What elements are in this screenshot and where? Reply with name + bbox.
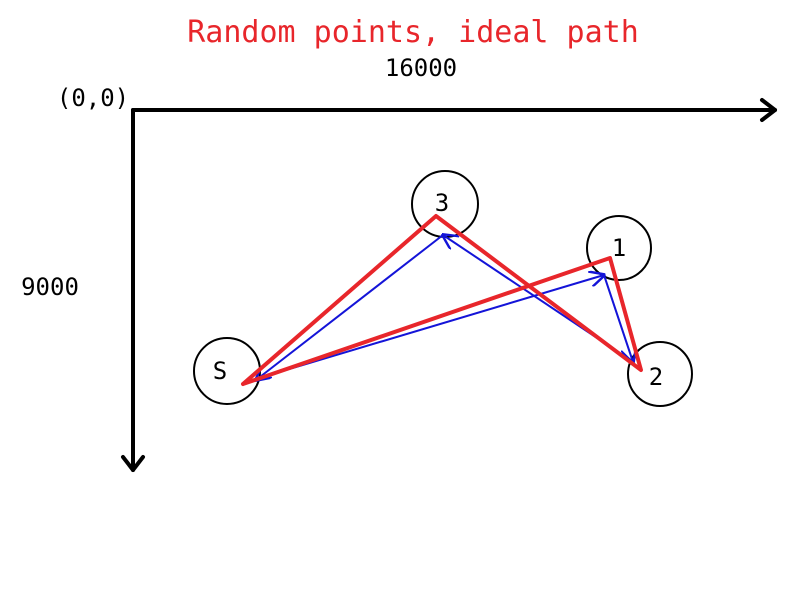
x-axis-arrowhead (760, 98, 777, 122)
node-2-label: 2 (649, 363, 663, 391)
diagram-title: Random points, ideal path (187, 15, 639, 50)
random-path (245, 234, 633, 383)
node-s-label: S (213, 357, 227, 385)
node-2-circle (627, 341, 693, 407)
x-axis (131, 98, 777, 122)
node-1-label: 1 (612, 234, 626, 262)
origin-label: (0,0) (57, 84, 129, 112)
y-axis-arrowhead (121, 455, 145, 472)
node-1-circle (586, 215, 652, 281)
y-axis (121, 108, 145, 472)
random-edge-1-to-2 (603, 274, 633, 362)
ideal-path (241, 214, 643, 386)
node-3-label: 3 (435, 189, 449, 217)
x-extent-label: 16000 (385, 54, 457, 82)
y-extent-label: 9000 (21, 273, 79, 301)
random-edge-3-to-s (256, 234, 444, 380)
